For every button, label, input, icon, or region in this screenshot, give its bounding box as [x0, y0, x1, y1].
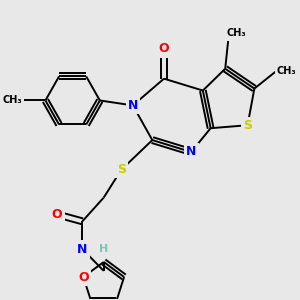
Text: N: N: [128, 99, 138, 112]
Text: O: O: [52, 208, 62, 221]
Text: N: N: [77, 243, 88, 256]
Text: CH₃: CH₃: [226, 28, 246, 38]
Text: O: O: [159, 42, 169, 56]
Text: S: S: [243, 119, 252, 132]
Text: H: H: [99, 244, 108, 254]
Text: CH₃: CH₃: [277, 66, 296, 76]
Text: S: S: [117, 163, 126, 176]
Text: CH₃: CH₃: [3, 95, 22, 106]
Text: O: O: [78, 271, 89, 284]
Text: N: N: [186, 146, 196, 158]
